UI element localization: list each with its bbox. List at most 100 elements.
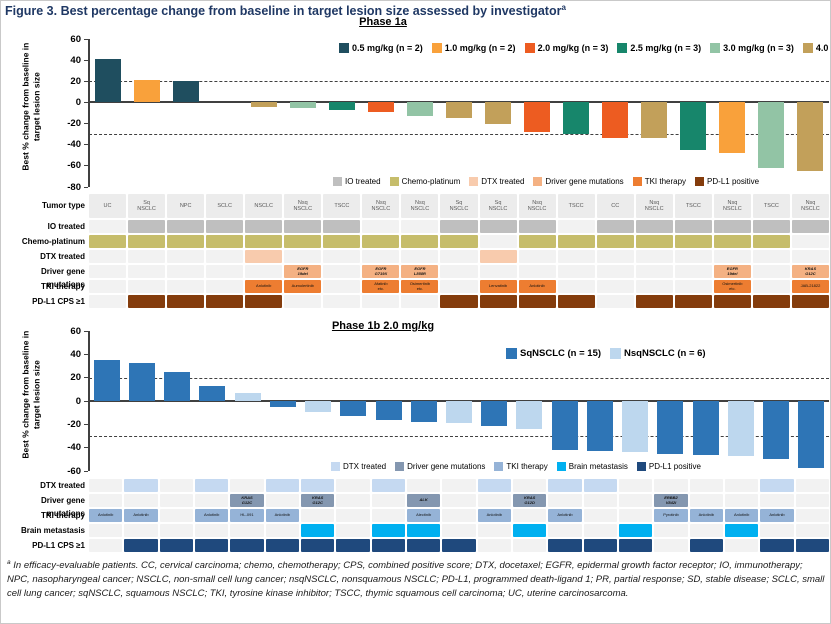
grid-text-cell <box>371 494 405 507</box>
y-tick-mark <box>84 38 88 40</box>
grid-flag-cell <box>167 295 205 308</box>
grid-text-cell <box>167 265 205 278</box>
grid-flag-cell <box>724 479 759 492</box>
grid-flag-cell <box>479 220 517 233</box>
grid-flag-cell <box>596 220 634 233</box>
grid-row-label: TKI therapy <box>40 282 85 291</box>
grid-text-cell <box>635 265 673 278</box>
grid-row-tki_therapy: Anlotinib Aumolertinib Afatinib etc. Osimer… <box>89 280 829 293</box>
legend-swatch <box>333 177 342 186</box>
y-tick-mark <box>84 186 88 188</box>
grid-row-label: DTX treated <box>40 481 85 490</box>
grid-flag-cell <box>245 295 283 308</box>
tumor-type-cell: Nsq NSCLC <box>401 194 439 218</box>
grid-flag-cell <box>245 235 283 248</box>
grid-flag-cell <box>548 479 582 492</box>
figure-title-text: Figure 3. Best percentage change from ba… <box>5 4 562 19</box>
grid-flag-cell <box>791 295 829 308</box>
grid-flag-cell <box>128 220 166 233</box>
grid-row-driver_gene: KRAS G12C KRAS G12C ALK KRAS G12D ERBB2 V842… <box>89 494 829 507</box>
waterfall-bar <box>407 102 434 117</box>
grid-text-cell: Pyrotinib <box>654 509 688 522</box>
grid-flag-cell <box>245 250 283 263</box>
grid-flag-cell <box>89 479 123 492</box>
grid-row-label: PD-L1 CPS ≥1 <box>32 297 85 306</box>
grid-text-cell: Anlotinib <box>124 509 158 522</box>
grid-text-cell <box>760 494 794 507</box>
legend-item: IO treated <box>333 177 381 186</box>
y-tick-mark <box>84 101 88 103</box>
grid-flag-cell <box>654 479 688 492</box>
grid-flag-cell <box>596 235 634 248</box>
grid-text-cell <box>167 280 205 293</box>
legend-label: 1.0 mg/kg (n = 2) <box>444 43 516 53</box>
legend-label: PD-L1 positive <box>648 462 701 471</box>
grid-flag-cell <box>795 479 829 492</box>
grid-flag-cell <box>440 220 478 233</box>
grid-flag-cell <box>124 524 158 537</box>
tumor-type-cell: NPC <box>167 194 205 218</box>
reference-dashed-line <box>89 81 829 83</box>
grid-text-cell <box>512 509 547 522</box>
grid-text-cell <box>557 280 595 293</box>
legend-label: IO treated <box>345 177 381 186</box>
waterfall-bar <box>340 401 367 417</box>
tumor-type-cell: Nsq NSCLC <box>635 194 673 218</box>
grid-text-cell <box>300 509 335 522</box>
grid-flag-cell <box>752 235 790 248</box>
y-tick-label: -60 <box>67 160 81 172</box>
grid-flag-cell <box>89 524 123 537</box>
waterfall-bar <box>586 401 613 452</box>
grid-text-cell <box>323 265 361 278</box>
legend-swatch <box>339 43 349 53</box>
grid-text-cell <box>596 280 634 293</box>
grid-flag-cell <box>674 250 712 263</box>
grid-flag-cell <box>362 295 400 308</box>
grid-text-cell <box>371 509 405 522</box>
grid-text-cell <box>674 280 712 293</box>
legend-item: Brain metastasis <box>556 462 628 471</box>
grid-text-cell <box>635 280 673 293</box>
grid-text-cell <box>557 265 595 278</box>
legend-swatch <box>610 348 622 359</box>
grid-text-cell: KRAS G12C <box>230 494 264 507</box>
waterfall-bar <box>757 102 784 168</box>
grid-flag-cell <box>557 295 595 308</box>
grid-flag-cell <box>596 250 634 263</box>
grid-row-dtx_treated <box>89 250 829 263</box>
waterfall-bar <box>290 102 317 108</box>
grid-text-cell <box>336 509 370 522</box>
grid-row-label: Brain metastasis <box>20 526 85 535</box>
grid-flag-cell <box>713 295 751 308</box>
waterfall-bar <box>199 385 226 401</box>
grid-flag-cell <box>760 524 794 537</box>
grid-row-pdl1 <box>89 295 829 308</box>
waterfall-bar <box>796 102 823 172</box>
waterfall-bar <box>601 102 628 139</box>
legend-item: SqNSCLC (n = 15) <box>506 348 601 359</box>
waterfall-bar <box>93 360 120 401</box>
legend-swatch <box>395 462 405 471</box>
grid-flag-cell <box>89 250 127 263</box>
grid-flag-cell <box>442 539 476 552</box>
grid-flag-cell <box>300 539 335 552</box>
grid-flag-cell <box>583 539 617 552</box>
grid-flag-cell <box>230 479 264 492</box>
grid-flag-cell <box>230 524 264 537</box>
grid-flag-cell <box>752 220 790 233</box>
waterfall-bar <box>763 401 790 460</box>
legend-item: TKI therapy <box>632 177 686 186</box>
legend-swatch <box>617 43 628 53</box>
legend-swatch <box>331 462 340 471</box>
tumor-type-cell: SCLC <box>206 194 244 218</box>
tumor-type-cell: Nsq NSCLC <box>362 194 400 218</box>
tumor-type-cell: Sq NSCLC <box>128 194 166 218</box>
grid-text-cell <box>128 265 166 278</box>
grid-flag-cell <box>206 250 244 263</box>
legend-item: Driver gene mutations <box>533 177 624 186</box>
waterfall-bar <box>134 80 161 103</box>
grid-flag-cell <box>206 295 244 308</box>
grid-flag-cell <box>477 479 511 492</box>
grid-text-cell <box>479 265 517 278</box>
grid-flag-cell <box>635 220 673 233</box>
